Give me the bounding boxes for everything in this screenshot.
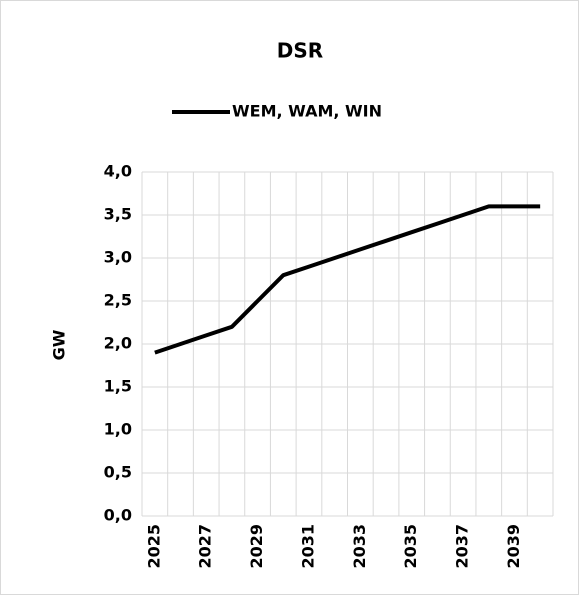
legend-label: WEM, WAM, WIN [232,102,382,121]
series-line [154,204,541,355]
x-tick-label: 2027 [196,524,215,569]
y-tick-label: 0,0 [104,506,132,525]
y-tick-label: 1,5 [104,377,132,396]
x-tick-label: 2025 [144,524,163,569]
chart-title: DSR [277,39,323,63]
y-tick-label: 3,0 [104,248,132,267]
y-axis-label: GW [50,329,69,360]
y-tick-label: 4,0 [104,162,132,181]
x-tick-label: 2029 [247,524,266,569]
x-tick-label: 2033 [350,524,369,569]
y-tick-label: 3,5 [104,205,132,224]
x-tick-label: 2035 [401,524,420,569]
x-tick-label: 2039 [504,524,523,569]
y-tick-label: 0,5 [104,463,132,482]
x-tick-label: 2031 [298,524,317,569]
y-tick-label: 2,0 [104,334,132,353]
y-tick-label: 2,5 [104,291,132,310]
y-tick-label: 1,0 [104,420,132,439]
x-tick-label: 2037 [453,524,472,569]
